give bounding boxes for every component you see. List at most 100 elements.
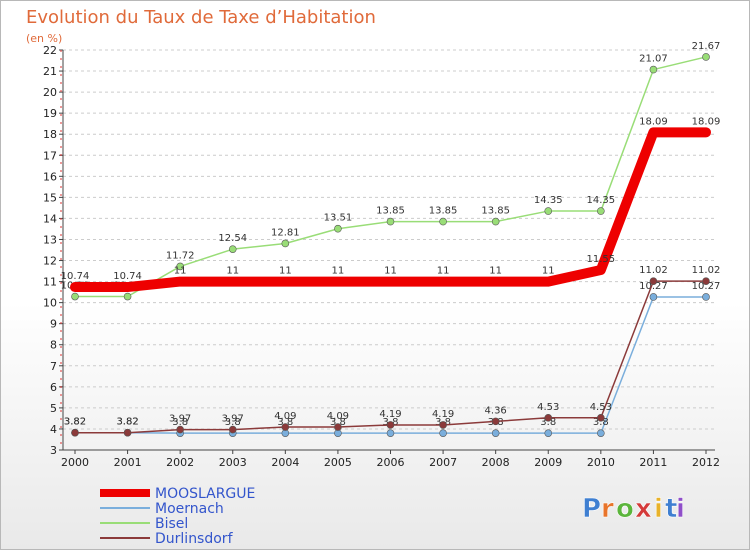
data-point (702, 293, 710, 301)
data-label: 13.51 (324, 213, 353, 224)
x-tick-label: 2012 (692, 456, 720, 469)
data-point (491, 217, 500, 226)
data-label: 3.8 (593, 417, 609, 428)
x-tick-label: 2001 (114, 456, 142, 469)
x-tick-label: 2000 (61, 456, 89, 469)
data-label: 12.54 (218, 233, 247, 244)
data-point (439, 421, 447, 429)
series-mooslargue: 10.74 10.74 11 11 11 11 11 11 11 11 11.55 18.09 18.0… (61, 116, 721, 293)
y-tick-label: 12 (43, 255, 57, 268)
y-tick-label: 19 (43, 107, 57, 120)
data-point (123, 292, 132, 301)
data-label: 18.09 (692, 116, 721, 127)
data-label: 4.09 (327, 411, 349, 422)
legend-label: Moernach (155, 501, 224, 517)
data-label: 11.02 (692, 265, 721, 276)
data-point (228, 425, 237, 434)
data-point (177, 278, 184, 285)
data-point (123, 428, 132, 437)
data-point (72, 284, 78, 291)
x-tick-label: 2010 (587, 456, 615, 469)
data-label: 13.85 (429, 206, 458, 217)
data-point (386, 429, 395, 437)
y-tick-label: 5 (50, 402, 57, 415)
x-tick-label: 2007 (429, 456, 457, 469)
data-point (544, 429, 553, 437)
data-label: 3.8 (277, 417, 293, 428)
y-tick-label: 18 (43, 128, 57, 141)
legend-label: MOOSLARGUE (155, 486, 255, 502)
x-tick-label: 2005 (324, 456, 352, 469)
legend-label: Durlinsdorf (155, 531, 234, 547)
data-label: 4.19 (432, 409, 454, 420)
y-tick-label: 22 (43, 44, 57, 57)
data-point (702, 277, 710, 285)
data-label: 11 (279, 266, 292, 277)
data-label: 4.53 (590, 402, 612, 413)
data-label: 3.8 (172, 417, 188, 428)
y-tick-label: 21 (43, 65, 57, 78)
data-label: 11 (489, 266, 502, 277)
data-point (176, 425, 184, 434)
data-point (71, 292, 79, 301)
y-tick-label: 16 (43, 170, 57, 183)
logo-letter: o (616, 494, 634, 524)
data-point (229, 278, 236, 285)
y-tick-label: 8 (50, 339, 57, 352)
data-label: 4.36 (485, 405, 507, 416)
logo-letter: P (582, 494, 601, 524)
data-point (387, 278, 394, 285)
logo-letter: t (665, 494, 677, 524)
y-tick-label: 14 (43, 212, 57, 225)
data-point (491, 417, 500, 426)
data-point (124, 284, 131, 291)
data-label: 11 (174, 266, 187, 277)
data-point (176, 262, 184, 271)
logo-letter: i (654, 494, 663, 524)
data-point (439, 217, 447, 226)
data-point (334, 423, 342, 431)
data-label: 3.97 (222, 414, 244, 425)
y-tick-label: 3 (50, 444, 57, 457)
data-label: 11.02 (639, 265, 668, 276)
data-point (334, 224, 342, 233)
series-durlinsdorf: 3.82 3.82 3.97 3.97 4.09 4.09 4.19 4.19 4.36 4.53… (64, 265, 721, 437)
y-tick-label: 11 (43, 276, 57, 289)
series-group: 10.2910.2911.7212.5412.8113.5113.8513.85… (61, 41, 721, 437)
data-point (544, 207, 553, 215)
x-tick-label: 2003 (219, 456, 247, 469)
data-label: 11.72 (166, 250, 195, 261)
data-label: 13.85 (481, 206, 510, 217)
chart-subtitle: (en %) (26, 32, 62, 45)
data-point (281, 423, 290, 431)
data-label: 14.35 (534, 195, 563, 206)
data-label: 3.8 (330, 417, 346, 428)
data-point (386, 217, 395, 226)
data-point (649, 293, 658, 301)
y-tick-label: 4 (50, 423, 57, 436)
data-point (597, 207, 605, 215)
data-label: 10.74 (113, 271, 142, 282)
data-point (228, 245, 237, 253)
x-tick-label: 2009 (534, 456, 562, 469)
data-label: 10.74 (61, 271, 90, 282)
data-point (649, 65, 658, 74)
legend-label: Bisel (155, 516, 188, 532)
x-axis: 2000 2001 2002 2003 2004 2005 2006 2007 2008 2009… (61, 449, 720, 469)
data-label: 3.82 (64, 417, 86, 428)
data-label: 11 (542, 266, 555, 277)
data-label: 21.07 (639, 54, 668, 65)
data-label: 11.55 (587, 254, 616, 265)
y-tick-label: 15 (43, 191, 57, 204)
logo-letter: i (676, 494, 685, 524)
data-point (597, 429, 605, 437)
data-label: 10.27 (692, 281, 721, 292)
data-label: 11 (226, 266, 239, 277)
y-tick-label: 9 (50, 318, 57, 331)
data-point (649, 277, 658, 285)
data-point (386, 421, 395, 429)
data-label: 4.19 (379, 409, 401, 420)
x-tick-label: 2008 (482, 456, 510, 469)
y-tick-label: 10 (43, 297, 57, 310)
